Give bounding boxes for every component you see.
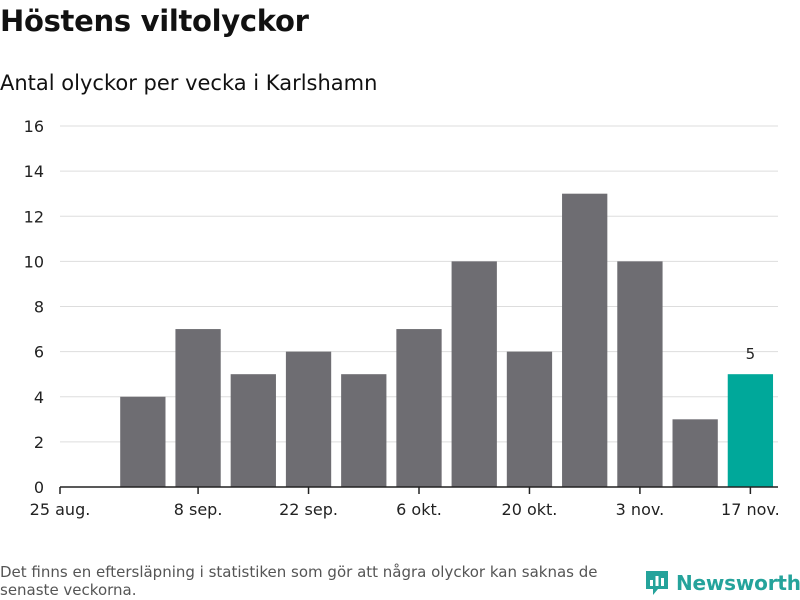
bar <box>396 329 442 487</box>
chart-title: Höstens viltolyckor <box>0 4 309 38</box>
data-label: 5 <box>746 345 756 363</box>
newsworthy-logo-icon <box>646 571 668 595</box>
bar <box>230 374 276 487</box>
bars <box>120 193 774 487</box>
bar <box>506 351 553 487</box>
y-axis-ticks: 0 2 4 6 8 10 12 14 16 <box>24 117 44 497</box>
y-tick-label: 10 <box>24 252 44 271</box>
footnote: Det finns en eftersläpning i statistiken… <box>0 563 598 599</box>
bar <box>285 351 332 487</box>
x-tick-label: 17 nov. <box>721 500 780 519</box>
chart-subtitle: Antal olyckor per vecka i Karlshamn <box>0 71 378 95</box>
y-tick-label: 8 <box>34 298 44 317</box>
x-tick-label: 25 aug. <box>30 500 91 519</box>
bar <box>120 396 166 487</box>
x-tick-label: 22 sep. <box>279 500 338 519</box>
bar <box>451 261 497 487</box>
brand-name: Newsworthy <box>676 571 800 595</box>
x-tick-label: 6 okt. <box>396 500 442 519</box>
x-tick-label: 20 okt. <box>502 500 558 519</box>
bar <box>175 329 221 487</box>
x-axis: 25 aug. 8 sep. 22 sep. 6 okt. 20 okt. 3 nov. 1… <box>30 486 780 519</box>
x-tick-label: 3 nov. <box>616 500 665 519</box>
bar <box>341 374 387 487</box>
data-labels: 5 <box>746 345 756 363</box>
bar <box>672 419 718 487</box>
y-tick-label: 14 <box>24 162 44 181</box>
y-tick-label: 6 <box>34 343 44 362</box>
y-tick-label: 12 <box>24 207 44 226</box>
bar <box>562 193 608 487</box>
bar <box>727 374 774 487</box>
y-tick-label: 2 <box>34 433 44 452</box>
y-tick-label: 0 <box>34 478 44 497</box>
x-tick-label: 8 sep. <box>174 500 223 519</box>
y-tick-label: 4 <box>34 388 44 407</box>
brand-logo: Newsworthy <box>644 569 800 597</box>
y-tick-label: 16 <box>24 117 44 136</box>
bar-chart: 0 2 4 6 8 10 12 14 16 5 25 aug. 8 sep. 22 sep. 6 ok… <box>24 117 780 519</box>
bar <box>617 261 663 487</box>
